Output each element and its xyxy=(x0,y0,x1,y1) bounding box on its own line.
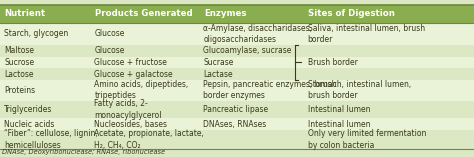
Text: Starch, glycogen: Starch, glycogen xyxy=(4,30,69,38)
Text: Pancreatic lipase: Pancreatic lipase xyxy=(203,105,268,114)
Text: Enzymes: Enzymes xyxy=(204,9,246,18)
Bar xyxy=(0,23,474,45)
Text: Only very limited fermentation
by colon bacteria: Only very limited fermentation by colon … xyxy=(308,130,426,150)
Bar xyxy=(0,130,474,149)
Text: Glucose + fructose: Glucose + fructose xyxy=(94,58,167,67)
Text: Maltose: Maltose xyxy=(4,46,34,55)
Text: Lactose: Lactose xyxy=(4,70,34,78)
Text: Nucleosides, bases: Nucleosides, bases xyxy=(94,120,167,129)
Text: Stomach, intestinal lumen,
brush border: Stomach, intestinal lumen, brush border xyxy=(308,80,411,100)
Text: Intestinal lumen: Intestinal lumen xyxy=(308,120,370,129)
Text: Glucose: Glucose xyxy=(94,30,125,38)
Text: Nutrient: Nutrient xyxy=(5,9,46,18)
Text: Acetate, propionate, lactate,
H₂, CH₄, CO₂: Acetate, propionate, lactate, H₂, CH₄, C… xyxy=(94,130,204,150)
Text: α-Amylase, disaccharidases,
oligosaccharidases: α-Amylase, disaccharidases, oligosacchar… xyxy=(203,24,312,44)
Bar xyxy=(0,5,474,23)
Text: Fatty acids, 2-
monoacylglycerol: Fatty acids, 2- monoacylglycerol xyxy=(94,99,162,119)
Text: Glucose: Glucose xyxy=(94,46,125,55)
Bar xyxy=(0,101,474,118)
Bar xyxy=(0,45,474,57)
Text: Sites of Digestion: Sites of Digestion xyxy=(308,9,395,18)
Bar xyxy=(0,68,474,80)
Text: Pepsin, pancreatic enzymes, brush
border enzymes: Pepsin, pancreatic enzymes, brush border… xyxy=(203,80,337,100)
Text: Glucoamylase, sucrase: Glucoamylase, sucrase xyxy=(203,46,292,55)
Bar xyxy=(0,80,474,101)
Text: Amino acids, dipeptides,
tripeptides: Amino acids, dipeptides, tripeptides xyxy=(94,80,189,100)
Bar xyxy=(0,57,474,68)
Text: Sucrase: Sucrase xyxy=(203,58,234,67)
Text: Proteins: Proteins xyxy=(4,86,36,95)
Text: “Fiber”: cellulose, lignin,
hemicelluloses: “Fiber”: cellulose, lignin, hemicellulos… xyxy=(4,130,98,150)
Text: Lactase: Lactase xyxy=(203,70,233,78)
Text: Sucrose: Sucrose xyxy=(4,58,35,67)
Text: DNAses, RNAses: DNAses, RNAses xyxy=(203,120,266,129)
Text: Nucleic acids: Nucleic acids xyxy=(4,120,55,129)
Text: Triglycerides: Triglycerides xyxy=(4,105,53,114)
Text: DNAse, Deoxyribonuclease; RNAse, ribonuclease: DNAse, Deoxyribonuclease; RNAse, ribonuc… xyxy=(2,149,165,155)
Text: Saliva, intestinal lumen, brush
border: Saliva, intestinal lumen, brush border xyxy=(308,24,425,44)
Text: Brush border: Brush border xyxy=(308,58,357,67)
Text: Glucose + galactose: Glucose + galactose xyxy=(94,70,173,78)
Text: Products Generated: Products Generated xyxy=(95,9,192,18)
Text: Intestinal lumen: Intestinal lumen xyxy=(308,105,370,114)
Bar xyxy=(0,118,474,130)
